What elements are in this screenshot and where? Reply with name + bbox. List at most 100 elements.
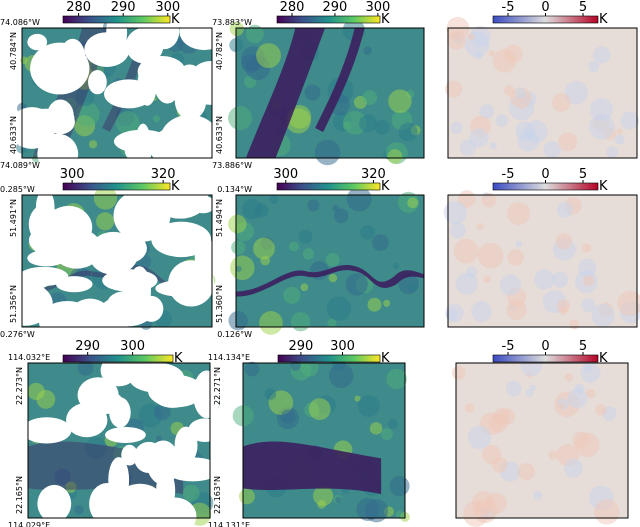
colorbar-tick-label: 280 [66, 0, 91, 15]
missing-data [156, 469, 176, 511]
colorbar-tick-label: 280 [280, 0, 305, 15]
texture [333, 208, 349, 224]
texture [588, 61, 600, 73]
colorbar [62, 182, 171, 191]
coord-label: 74.089°W [0, 161, 40, 170]
coord-label: 51.491°N [9, 199, 18, 237]
colorbar-tick-label: 290 [323, 0, 348, 15]
coord-label: 73.886°W [212, 161, 252, 170]
texture [325, 252, 340, 267]
colorbar-unit: K [381, 351, 390, 366]
texture [74, 505, 84, 515]
missing-data [47, 99, 74, 132]
missing-data [77, 377, 119, 413]
texture [491, 456, 508, 473]
texture [525, 388, 534, 397]
texture [395, 510, 404, 519]
texture [455, 272, 478, 295]
texture [474, 50, 483, 60]
missing-data [151, 221, 212, 258]
missing-data [88, 69, 107, 95]
colorbar-unit: K [599, 351, 608, 366]
missing-data [105, 426, 146, 444]
coord-label: 0.126°W [217, 330, 252, 339]
texture [269, 194, 279, 204]
texture [387, 418, 398, 429]
map-panel [445, 16, 639, 159]
texture [588, 114, 615, 140]
texture [594, 499, 620, 525]
texture [398, 122, 418, 142]
coord-label: 74.086°W [0, 18, 40, 27]
colorbar-unit: K [381, 179, 390, 194]
texture [363, 46, 372, 55]
coord-label: 51.494°N [215, 199, 224, 237]
texture [543, 141, 561, 159]
colorbar [276, 15, 381, 24]
missing-data [27, 249, 66, 267]
colorbar-unit: K [599, 179, 608, 194]
texture [517, 463, 535, 481]
texture [362, 90, 378, 106]
texture [154, 403, 171, 421]
texture [567, 388, 588, 409]
coord-label: 22.163°N [213, 476, 222, 514]
colorbar-tick-label: 300 [365, 0, 390, 15]
missing-data [193, 370, 221, 419]
texture [20, 56, 28, 65]
texture [583, 275, 595, 287]
texture [155, 435, 163, 443]
texture [558, 132, 578, 152]
texture [507, 249, 525, 266]
texture [489, 142, 497, 150]
texture [259, 311, 283, 335]
texture [304, 84, 321, 101]
texture [182, 484, 200, 502]
texture [492, 49, 517, 73]
colorbar-unit: K [174, 351, 183, 366]
texture [591, 303, 615, 327]
texture [298, 229, 313, 244]
texture [96, 212, 115, 231]
missing-data [27, 33, 48, 51]
texture [552, 271, 569, 288]
colorbar-tick-label: 5 [579, 339, 587, 354]
texture [65, 481, 77, 493]
texture [317, 500, 327, 509]
colorbar-unit: K [599, 12, 608, 27]
texture [499, 274, 521, 296]
coord-label: 40.782°N [215, 32, 224, 70]
colorbar-tick-label: 5 [579, 0, 587, 15]
texture [245, 24, 264, 44]
texture [308, 398, 331, 421]
colorbar-tick-label: 0 [541, 167, 549, 182]
texture [492, 408, 510, 426]
texture [476, 222, 484, 230]
map-frame [235, 194, 425, 328]
texture [564, 373, 573, 382]
coord-label: 40.633°N [9, 116, 18, 154]
texture [558, 306, 568, 315]
map-frame [27, 362, 211, 519]
colorbar-tick-label: 0 [541, 0, 549, 15]
colorbar-tick-label: 290 [288, 339, 313, 354]
colorbar [277, 354, 381, 363]
coord-label: 40.784°N [9, 32, 18, 70]
texture [464, 403, 475, 413]
texture [244, 361, 260, 377]
texture [300, 283, 309, 292]
texture [283, 286, 301, 304]
texture [228, 311, 248, 331]
texture [524, 120, 548, 143]
texture [620, 111, 639, 130]
texture [88, 140, 98, 149]
missing-data [56, 276, 93, 293]
map-frame [447, 27, 638, 159]
map-panel [21, 352, 222, 527]
map-frame [447, 194, 638, 328]
texture [564, 81, 588, 105]
texture [443, 200, 467, 225]
coord-label: 22.165°N [15, 476, 24, 514]
missing-data [84, 32, 130, 67]
texture [93, 186, 118, 210]
